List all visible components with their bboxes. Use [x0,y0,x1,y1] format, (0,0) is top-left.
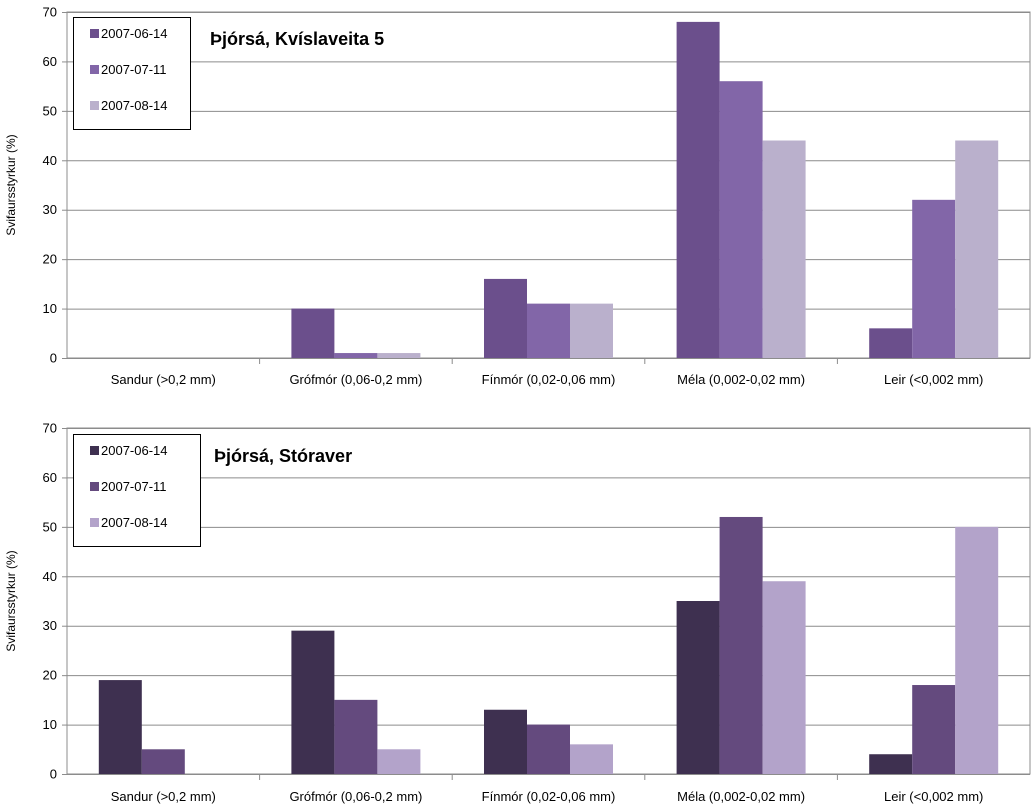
x-tick-label: Méla (0,002-0,02 mm) [677,789,805,804]
x-tick-label: Leir (<0,002 mm) [884,372,983,387]
bar-2007-06-14-1 [98,680,142,774]
bar-2007-07-11-3 [527,303,570,358]
legend: 2007-06-14 2007-07-11 2007-08-14 [73,434,201,547]
bar-2007-07-11-2 [334,353,378,358]
legend-label: 2007-08-14 [101,515,168,530]
y-tick-label: 30 [43,618,57,633]
y-tick-label: 20 [43,668,57,683]
y-tick-label: 50 [43,103,57,118]
y-tick-label: 60 [43,54,57,69]
legend: 2007-06-14 2007-07-11 2007-08-14 [73,17,191,130]
y-tick-label: 30 [43,202,57,217]
legend-swatch [90,29,99,38]
bar-2007-08-14-5 [955,526,999,774]
legend-swatch [90,446,99,455]
bar-2007-08-14-5 [955,140,999,358]
legend-swatch [90,101,99,110]
y-tick-label: 40 [43,569,57,584]
bar-2007-08-14-4 [762,581,806,774]
bar-2007-07-11-2 [334,699,378,774]
x-tick-label: Méla (0,002-0,02 mm) [677,372,805,387]
chart-title: Þjórsá, Stóraver [214,446,352,466]
chart-title: Þjórsá, Kvíslaveita 5 [210,29,384,49]
y-axis-title: Svifaursstyrkur (%) [4,550,18,651]
legend-label: 2007-06-14 [101,26,168,41]
x-tick-label: Sandur (>0,2 mm) [111,372,216,387]
bar-2007-07-11-4 [719,81,763,358]
x-tick-label: Fínmór (0,02-0,06 mm) [482,372,616,387]
bar-2007-07-11-4 [719,516,763,774]
x-tick-label: Leir (<0,002 mm) [884,789,983,804]
x-tick-label: Grófmór (0,06-0,2 mm) [289,372,422,387]
bar-2007-06-14-4 [676,601,720,774]
bar-2007-07-11-1 [141,749,185,774]
plot-area [66,427,1031,775]
legend-label: 2007-07-11 [101,479,167,494]
bar-2007-08-14-2 [377,353,421,358]
y-tick-label: 10 [43,717,57,732]
bar-2007-08-14-3 [570,303,613,358]
legend-label: 2007-06-14 [101,443,168,458]
bar-2007-06-14-5 [869,754,913,774]
chart-panel-1: 0 10 20 30 40 50 60 70 Sandur (>0,2 mm) Grófmór (… [4,5,1031,387]
bar-2007-06-14-2 [291,630,335,774]
legend-swatch [90,482,99,491]
y-tick-label: 40 [43,153,57,168]
bar-2007-07-11-5 [912,685,956,774]
bar-2007-08-14-2 [377,749,421,774]
x-tick-label: Sandur (>0,2 mm) [111,789,216,804]
bar-2007-06-14-4 [676,21,720,359]
bar-2007-08-14-4 [762,140,806,358]
y-tick-label: 70 [43,421,57,436]
bar-2007-07-11-5 [912,199,956,358]
bar-2007-07-11-3 [527,724,570,774]
bar-2007-06-14-3 [484,278,527,358]
chart-panel-2: 0 10 20 30 40 50 60 70 Sandur (>0,2 mm) Grófmór (… [4,421,1031,804]
y-tick-label: 50 [43,519,57,534]
y-tick-label: 0 [50,351,57,366]
x-tick-label: Grófmór (0,06-0,2 mm) [289,789,422,804]
y-tick-label: 10 [43,301,57,316]
legend-label: 2007-07-11 [101,62,167,77]
y-tick-label: 60 [43,470,57,485]
y-axis-title: Svifaursstyrkur (%) [4,134,18,235]
bar-2007-06-14-2 [291,308,335,358]
y-tick-label: 70 [43,5,57,20]
bar-2007-08-14-3 [570,744,613,774]
legend-swatch [90,518,99,527]
legend-swatch [90,65,99,74]
bar-2007-06-14-5 [869,328,913,358]
x-tick-label: Fínmór (0,02-0,06 mm) [482,789,616,804]
legend-label: 2007-08-14 [101,98,168,113]
bar-2007-06-14-3 [484,709,527,774]
y-tick-label: 0 [50,767,57,782]
y-tick-label: 20 [43,252,57,267]
